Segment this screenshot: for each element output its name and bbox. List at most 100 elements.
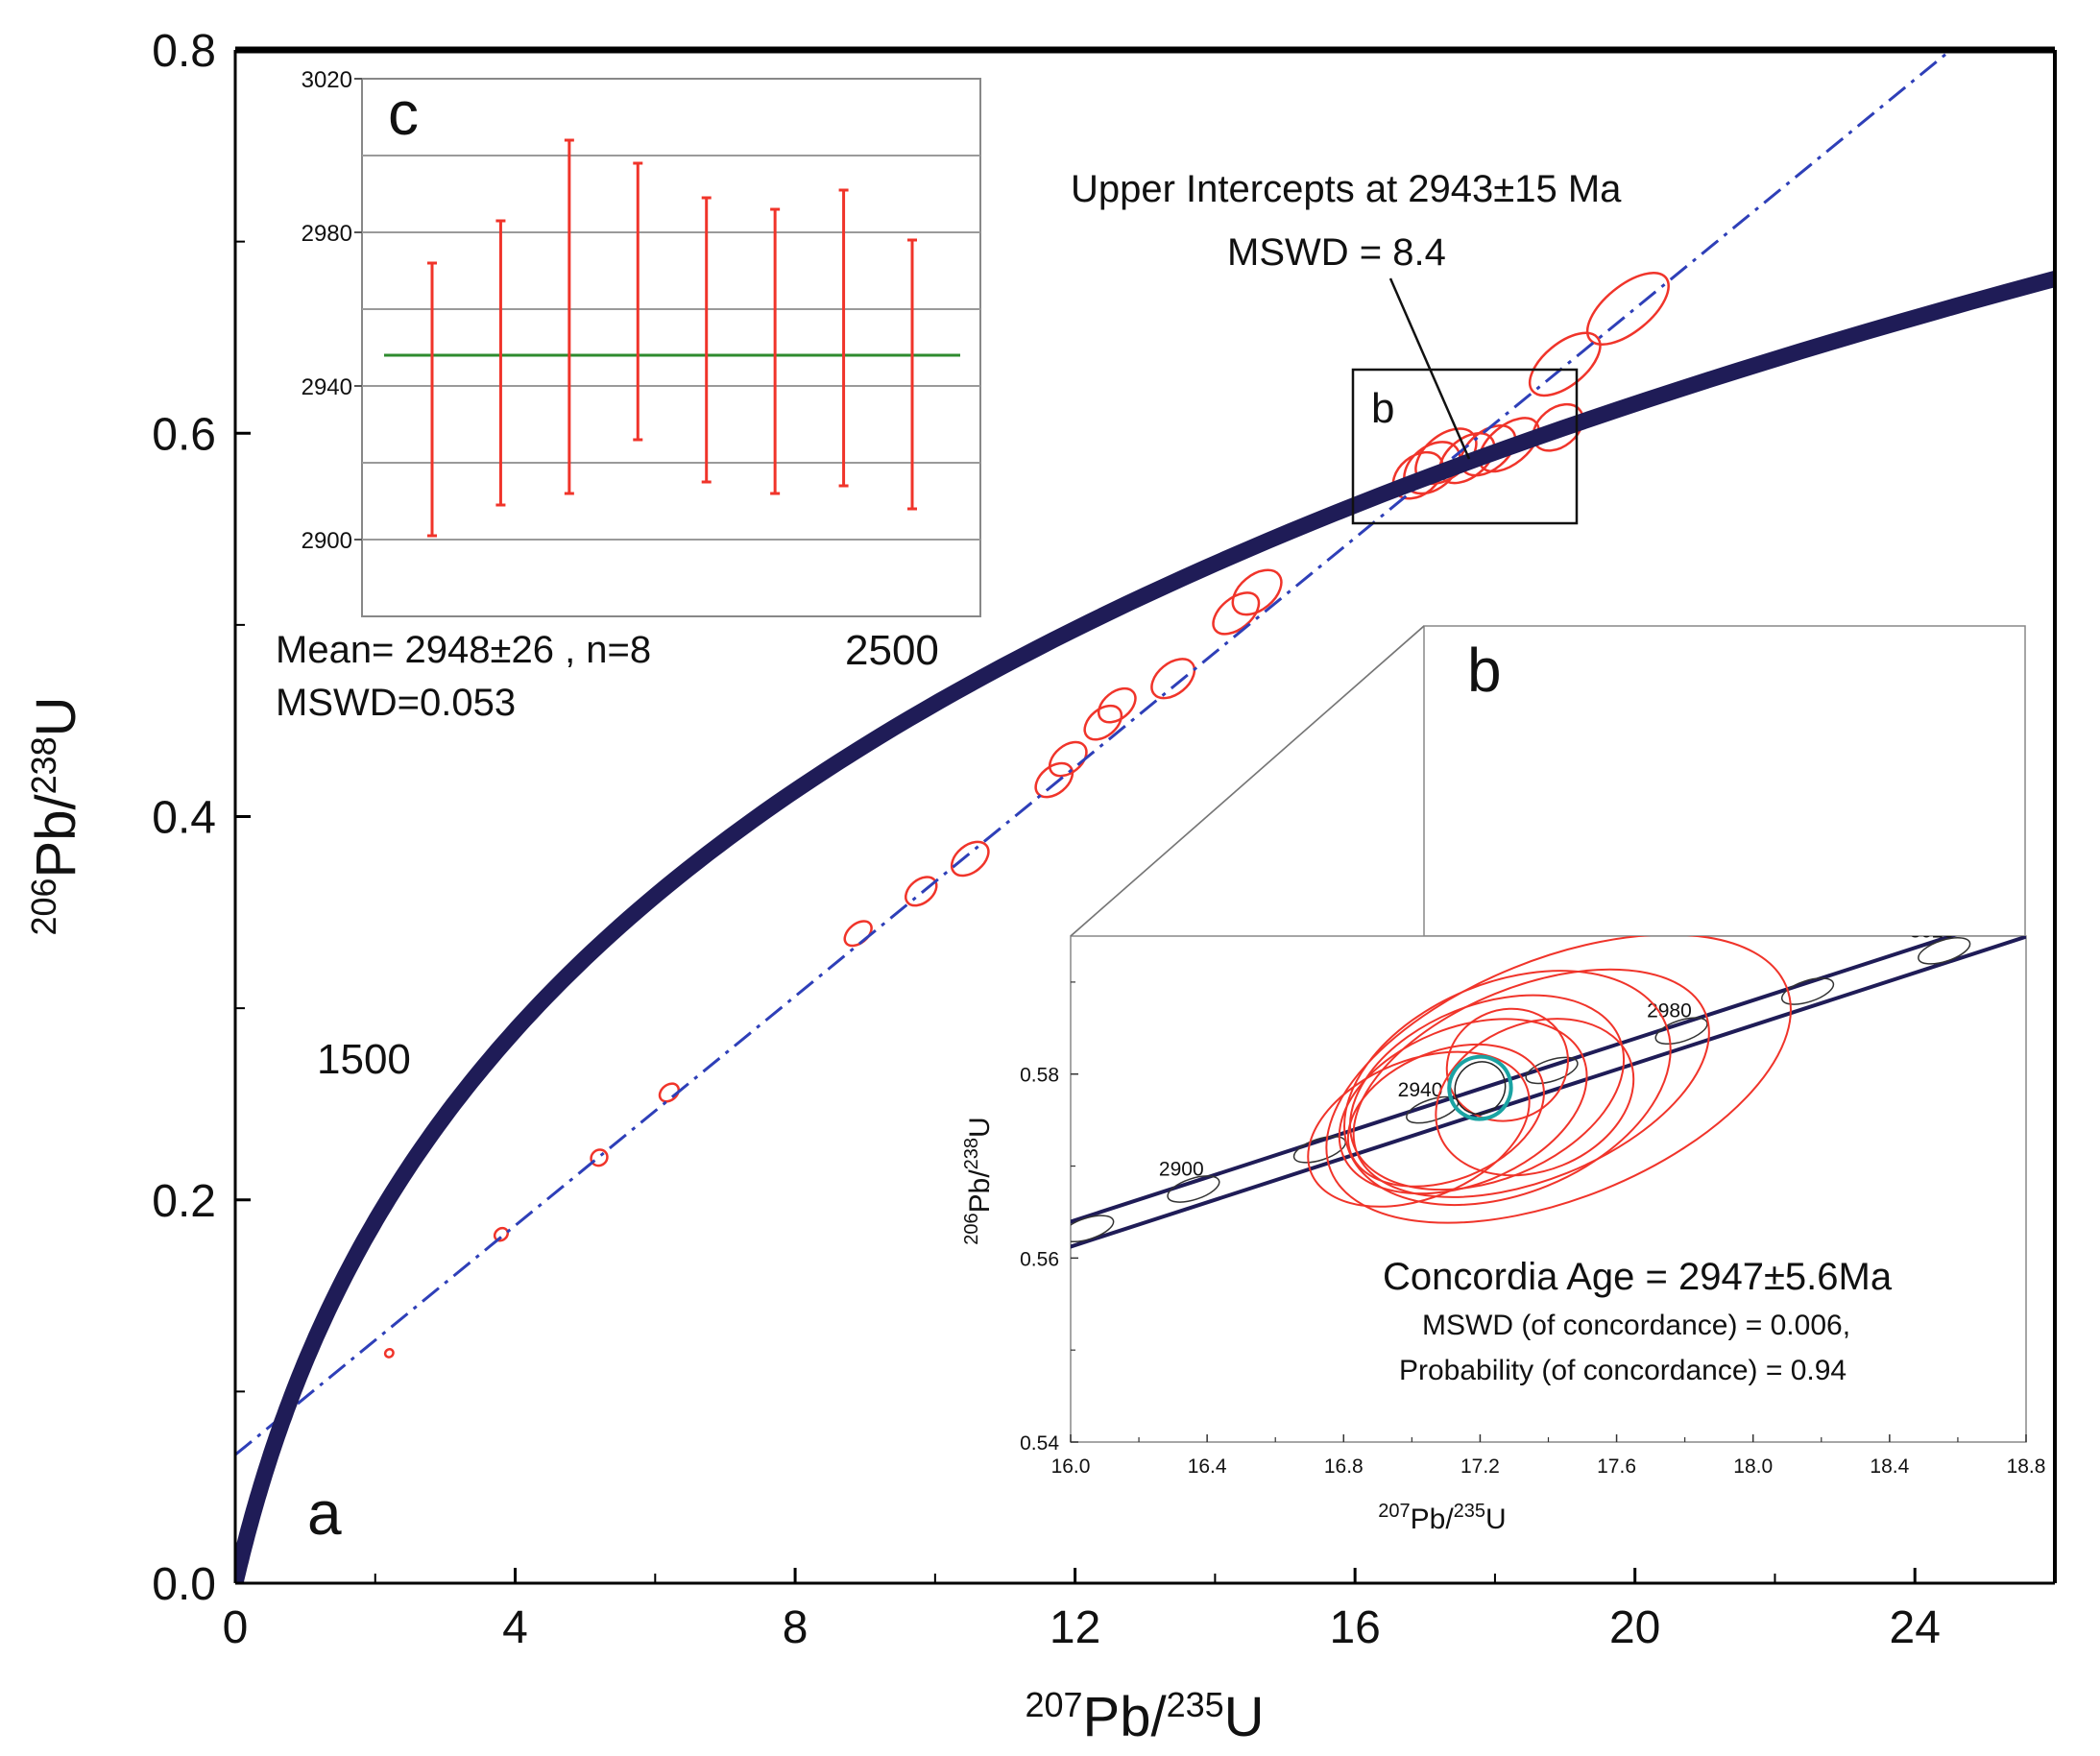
c-tick-label: 2980 — [302, 221, 352, 247]
b-y-tick-label: 0.56 — [1020, 1248, 1059, 1270]
x-tick-label: 24 — [1890, 1602, 1941, 1653]
panel-c-frame — [361, 78, 981, 617]
c-tick-label: 3020 — [302, 67, 352, 93]
x-label-el2: U — [1224, 1686, 1265, 1748]
data-ellipse — [1048, 740, 1088, 778]
data-ellipse — [493, 1226, 510, 1242]
b-x-iso2: 235 — [1454, 1501, 1485, 1522]
y-tick-label: 0.2 — [152, 1176, 216, 1227]
panel-b-y-label: 206Pb/238U — [961, 1117, 996, 1244]
x-tick-label: 8 — [783, 1602, 809, 1653]
b-x-tick-label: 17.6 — [1597, 1455, 1636, 1478]
y-label-el1: Pb/ — [25, 794, 87, 878]
weighted-mean-panel: 2900 2940 2980 3020 c Mean= 2948±26 , n=8 M… — [276, 67, 981, 724]
x-label-el1: Pb/ — [1083, 1686, 1168, 1748]
data-ellipse — [950, 840, 990, 878]
panel-b-x-label: 207Pb/235U — [1378, 1501, 1506, 1535]
concordia-band-lower — [1071, 936, 2026, 1249]
data-ellipse — [1307, 1050, 1531, 1208]
concordia-age-result-ellipse — [1447, 1054, 1513, 1121]
concordia-curve — [235, 270, 2055, 1583]
age-label-1500: 1500 — [317, 1036, 411, 1083]
panel-c-errorbars — [427, 138, 917, 538]
concordia-band-upper — [1071, 936, 1958, 1224]
panel-c-grid — [362, 155, 980, 541]
x-tick-label: 20 — [1609, 1602, 1660, 1653]
data-ellipse — [1212, 591, 1261, 636]
panel-b-header — [1423, 625, 2026, 937]
concordia-age-label: 2940 — [1398, 1079, 1443, 1101]
data-ellipse — [1528, 331, 1602, 397]
zoomed-concordia-panel: 2900 2940 2980 3020 16.0 16.4 16.8 17.2 17.6 18.… — [961, 625, 2045, 1535]
b-x-tick-label: 18.0 — [1733, 1455, 1773, 1478]
b-x-tick-label: 16.4 — [1188, 1455, 1227, 1478]
discordia-mswd-annotation: MSWD = 8.4 — [1227, 231, 1446, 274]
mean-mswd-annotation: MSWD=0.053 — [276, 682, 516, 724]
zoom-box-label: b — [1371, 385, 1394, 432]
data-ellipse — [1083, 704, 1123, 741]
concordance-mswd-annotation: MSWD (of concordance) = 0.006, — [1422, 1310, 1850, 1341]
y-tick-label: 0.6 — [152, 409, 216, 460]
age-label-2500: 2500 — [845, 627, 939, 674]
panel-b-ellipses — [1307, 936, 1792, 1224]
y-tick-label: 0.8 — [152, 26, 216, 77]
discordia-line — [235, 50, 1954, 1456]
y-label-el2: U — [25, 696, 87, 736]
concordia-age-result-inner — [1454, 1061, 1507, 1115]
data-ellipse — [1098, 686, 1137, 724]
y-axis-label: 206Pb/238U — [24, 696, 87, 935]
y-label-iso2: 238 — [24, 736, 63, 794]
data-ellipse — [1585, 271, 1670, 347]
mean-annotation: Mean= 2948±26 , n=8 — [276, 629, 651, 671]
data-ellipse — [1349, 994, 1626, 1191]
b-y-el1: Pb/ — [964, 1169, 996, 1214]
data-ellipse — [658, 1082, 680, 1103]
concordia-age-label: 2900 — [1159, 1159, 1204, 1181]
panel-b-ticks: 16.0 16.4 16.8 17.2 17.6 18.0 18.4 18.8 0.54 0.56… — [1020, 981, 2045, 1478]
y-label-iso1: 206 — [24, 878, 63, 935]
c-tick-label: 2900 — [302, 528, 352, 554]
upper-intercept-annotation: Upper Intercepts at 2943±15 Ma — [1071, 168, 1622, 210]
b-y-el2: U — [964, 1117, 996, 1138]
concordia-age-ellipse — [1071, 1215, 1115, 1243]
y-tick-label: 0.4 — [152, 793, 216, 844]
x-tick-label: 4 — [502, 1602, 528, 1653]
b-x-el2: U — [1485, 1503, 1507, 1535]
data-ellipse — [1231, 568, 1283, 616]
data-ellipse — [1435, 1018, 1635, 1177]
b-x-tick-label: 16.8 — [1324, 1455, 1364, 1478]
b-x-tick-label: 18.4 — [1870, 1455, 1909, 1478]
panel-label-b: b — [1467, 636, 1502, 705]
data-ellipse — [1325, 936, 1792, 1224]
data-ellipse — [1034, 761, 1074, 799]
y-tick-label: 0.0 — [152, 1559, 216, 1610]
zoom-box-rect — [1351, 368, 1579, 525]
panel-label-c: c — [388, 79, 419, 148]
x-label-iso1: 207 — [1025, 1685, 1082, 1724]
concordia-age-ellipse — [1780, 977, 1835, 1005]
panel-b-header-left-mask — [1070, 625, 1425, 937]
concordia-age-annotation: Concordia Age = 2947±5.6Ma — [1383, 1256, 1893, 1298]
x-tick-label: 12 — [1050, 1602, 1100, 1653]
data-ellipse — [1338, 1018, 1588, 1195]
x-axis-label: 207Pb/235U — [1025, 1685, 1264, 1748]
concordia-age-ellipse — [1167, 1175, 1220, 1203]
concordia-age-ellipse — [1654, 1017, 1708, 1046]
concordance-probability-annotation: Probability (of concordance) = 0.94 — [1399, 1355, 1847, 1386]
c-tick-label: 2940 — [302, 374, 352, 400]
data-ellipse — [905, 876, 938, 907]
concordia-age-label: 3020 — [1910, 920, 1955, 942]
data-ellipse — [383, 1348, 395, 1359]
x-tick-label: 16 — [1329, 1602, 1380, 1653]
concordia-age-ellipse — [1525, 1056, 1579, 1085]
concordia-curve-group — [235, 270, 2055, 1583]
panel-label-a: a — [307, 1479, 342, 1548]
data-ellipse — [1150, 658, 1196, 700]
data-ellipse — [1343, 970, 1672, 1207]
discordia-line-group — [235, 50, 1954, 1456]
b-x-iso1: 207 — [1378, 1501, 1410, 1522]
zoom-box-b: b — [1351, 368, 1579, 525]
b-y-iso1: 206 — [961, 1213, 982, 1244]
b-y-iso2: 238 — [961, 1138, 982, 1169]
